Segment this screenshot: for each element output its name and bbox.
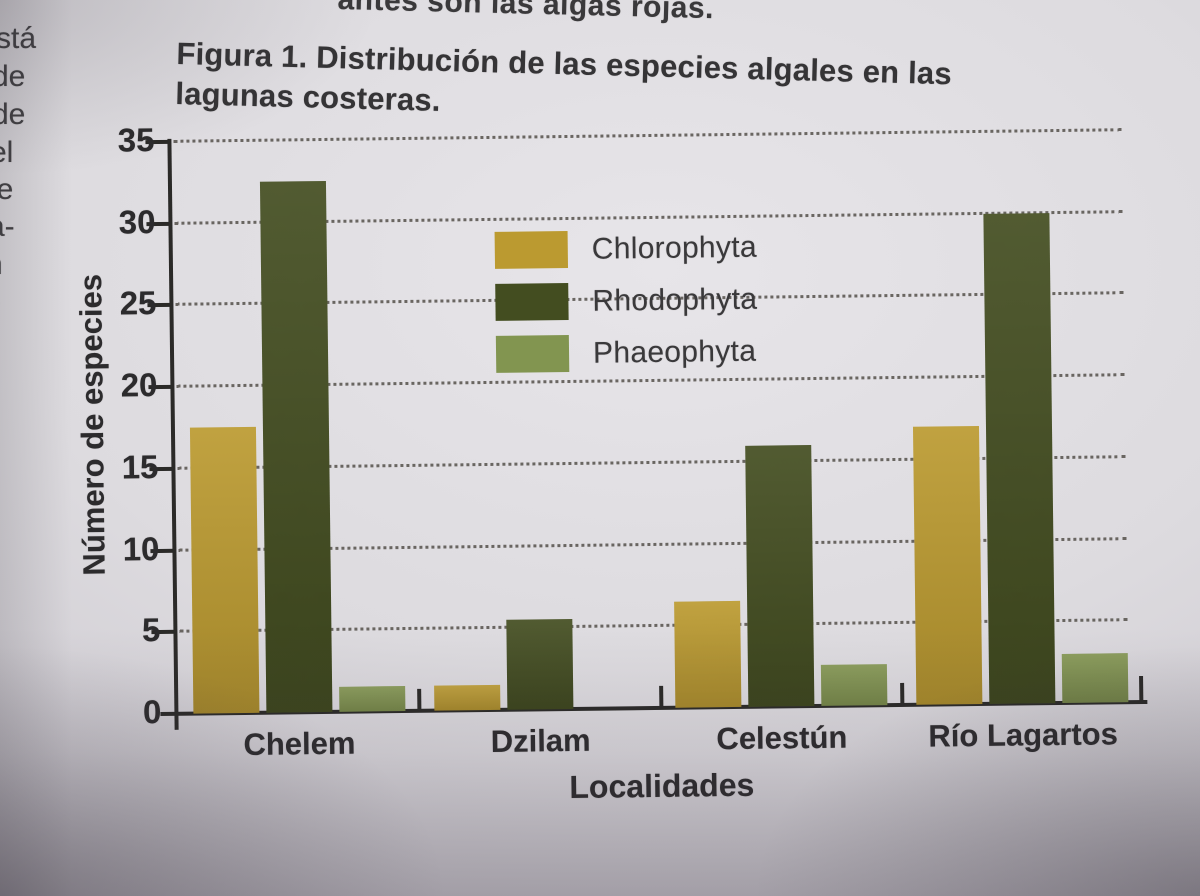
bar-rhodophyta-dzilam: [506, 619, 574, 710]
y-tick-label-35: 35: [117, 121, 155, 159]
legend-row-phaeophyta: Phaeophyta: [495, 333, 759, 373]
bar-phaeophyta-río-lagartos: [1062, 653, 1129, 703]
legend-row-chlorophyta: Chlorophyta: [494, 229, 758, 269]
bar-phaeophyta-celestún: [821, 664, 888, 706]
legend-label-phaeophyta: Phaeophyta: [592, 334, 757, 370]
x-category-label-2: Dzilam: [490, 722, 591, 759]
x-axis-tick-3: [899, 682, 905, 705]
x-axis-tick-2: [658, 685, 663, 708]
margin-text-fragment: e: [0, 286, 1, 320]
x-category-label-4: Río Lagartos: [928, 716, 1119, 754]
bar-rhodophyta-río-lagartos: [983, 212, 1056, 704]
gridline-y-35: [173, 128, 1122, 143]
y-axis-title: Número de especies: [73, 273, 112, 576]
y-tick-label-30: 30: [118, 202, 156, 241]
x-axis-tick-1: [417, 688, 422, 711]
legend-swatch-rhodophyta: [495, 282, 569, 321]
x-axis-title: Localidades: [569, 766, 755, 806]
bar-chlorophyta-dzilam: [433, 685, 501, 711]
bar-chlorophyta-celestún: [674, 600, 742, 708]
legend-label-chlorophyta: Chlorophyta: [591, 230, 758, 266]
margin-text-fragment: n: [0, 248, 3, 282]
bar-phaeophyta-chelem: [338, 686, 406, 712]
margin-text-fragment: el: [0, 136, 14, 169]
margin-text-fragment: de: [0, 60, 26, 93]
legend-label-rhodophyta: Rhodophyta: [592, 282, 758, 318]
x-category-label-3: Celestún: [716, 719, 848, 757]
legend-row-rhodophyta: Rhodophyta: [495, 281, 758, 321]
legend-swatch-phaeophyta: [495, 334, 570, 373]
margin-text-fragment: a-: [0, 210, 15, 243]
bar-chlorophyta-chelem: [189, 426, 260, 714]
bar-rhodophyta-celestún: [745, 444, 815, 707]
margin-text-fragment: le: [0, 173, 14, 206]
x-category-label-1: Chelem: [243, 725, 356, 762]
x-axis-end-tick: [1139, 675, 1144, 703]
margin-text-fragment: de: [0, 98, 26, 131]
chart-legend: Chlorophyta Rhodophyta Phaeophyta: [494, 229, 759, 388]
y-tick-label-5: 5: [141, 611, 161, 649]
y-axis-line: [167, 138, 179, 730]
margin-text-fragment: stá: [0, 22, 37, 55]
bar-chlorophyta-río-lagartos: [913, 426, 983, 705]
legend-swatch-chlorophyta: [494, 230, 569, 269]
y-tick-label-0: 0: [142, 692, 162, 731]
bar-rhodophyta-chelem: [259, 180, 333, 713]
